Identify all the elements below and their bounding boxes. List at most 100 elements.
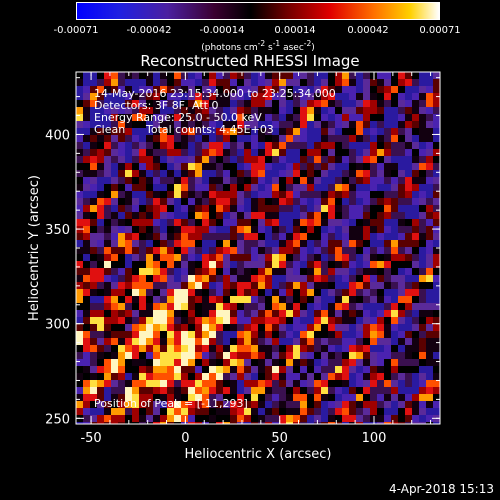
heatmap-cell: [216, 366, 223, 373]
heatmap-cell: [132, 72, 139, 79]
heatmap-cell: [118, 338, 125, 345]
heatmap-cell: [321, 261, 328, 268]
heatmap-cell: [258, 422, 265, 424]
heatmap-cell: [356, 415, 363, 422]
heatmap-cell: [104, 401, 111, 408]
heatmap-cell: [307, 380, 314, 387]
heatmap-cell: [405, 135, 412, 142]
heatmap-cell: [405, 296, 412, 303]
heatmap-cell: [111, 149, 118, 156]
heatmap-cell: [104, 345, 111, 352]
heatmap-cell: [377, 184, 384, 191]
heatmap-cell: [132, 240, 139, 247]
heatmap-cell: [146, 394, 153, 401]
heatmap-cell: [293, 93, 300, 100]
heatmap-cell: [160, 268, 167, 275]
heatmap-cell: [202, 380, 209, 387]
heatmap-cell: [356, 198, 363, 205]
heatmap-cell: [426, 205, 433, 212]
heatmap-cell: [398, 142, 405, 149]
heatmap-cell: [209, 310, 216, 317]
heatmap-cell: [405, 254, 412, 261]
heatmap-cell: [272, 79, 279, 86]
heatmap-cell: [223, 415, 230, 422]
heatmap-cell: [230, 373, 237, 380]
heatmap-cell: [76, 100, 83, 107]
heatmap-cell: [307, 149, 314, 156]
heatmap-cell: [251, 401, 258, 408]
heatmap-cell: [419, 184, 426, 191]
heatmap-cell: [370, 121, 377, 128]
heatmap-cell: [132, 296, 139, 303]
heatmap-cell: [174, 135, 181, 142]
heatmap-cell: [314, 338, 321, 345]
heatmap-cell: [314, 247, 321, 254]
heatmap-cell: [104, 135, 111, 142]
heatmap-cell: [314, 226, 321, 233]
heatmap-cell: [342, 261, 349, 268]
heatmap-cell: [146, 331, 153, 338]
heatmap-cell: [90, 422, 97, 424]
heatmap-cell: [118, 366, 125, 373]
heatmap-cell: [188, 114, 195, 121]
heatmap-cell: [195, 310, 202, 317]
heatmap-cell: [363, 254, 370, 261]
heatmap-cell: [405, 373, 412, 380]
heatmap-cell: [272, 303, 279, 310]
heatmap-cell: [251, 149, 258, 156]
heatmap-cell: [293, 226, 300, 233]
heatmap-cell: [174, 233, 181, 240]
heatmap-cell: [398, 149, 405, 156]
heatmap-cell: [286, 254, 293, 261]
heatmap-cell: [188, 345, 195, 352]
heatmap-cell: [195, 219, 202, 226]
heatmap-cell: [377, 121, 384, 128]
heatmap-cell: [342, 331, 349, 338]
heatmap-cell: [90, 289, 97, 296]
heatmap-cell: [167, 324, 174, 331]
heatmap-cell: [356, 247, 363, 254]
heatmap-cell: [125, 254, 132, 261]
heatmap-cell: [335, 135, 342, 142]
heatmap-cell: [433, 128, 440, 135]
heatmap-cell: [370, 408, 377, 415]
heatmap-cell: [223, 114, 230, 121]
heatmap-cell: [125, 373, 132, 380]
heatmap-cell: [132, 282, 139, 289]
heatmap-cell: [188, 72, 195, 79]
heatmap-cell: [433, 219, 440, 226]
heatmap-cell: [153, 303, 160, 310]
heatmap-cell: [167, 184, 174, 191]
heatmap-cell: [412, 114, 419, 121]
heatmap-cell: [370, 394, 377, 401]
heatmap-cell: [160, 415, 167, 422]
heatmap-cell: [202, 107, 209, 114]
heatmap-cell: [195, 289, 202, 296]
heatmap-cell: [139, 345, 146, 352]
heatmap-cell: [244, 247, 251, 254]
heatmap-cell: [251, 324, 258, 331]
heatmap-cell: [202, 282, 209, 289]
heatmap-cell: [370, 198, 377, 205]
heatmap-cell: [167, 86, 174, 93]
heatmap-cell: [132, 184, 139, 191]
heatmap-cell: [251, 135, 258, 142]
heatmap-cell: [328, 247, 335, 254]
heatmap-cell: [153, 345, 160, 352]
heatmap-cell: [139, 359, 146, 366]
heatmap-cell: [223, 282, 230, 289]
heatmap-cell: [83, 205, 90, 212]
heatmap-cell: [118, 373, 125, 380]
heatmap-cell: [286, 72, 293, 79]
heatmap-cell: [426, 156, 433, 163]
heatmap-cell: [300, 233, 307, 240]
heatmap-cell: [405, 317, 412, 324]
heatmap-cell: [83, 387, 90, 394]
heatmap-cell: [160, 191, 167, 198]
heatmap-cell: [307, 401, 314, 408]
heatmap-cell: [342, 226, 349, 233]
heatmap-cell: [160, 352, 167, 359]
heatmap-cell: [286, 422, 293, 424]
heatmap-cell: [118, 121, 125, 128]
heatmap-cell: [160, 345, 167, 352]
